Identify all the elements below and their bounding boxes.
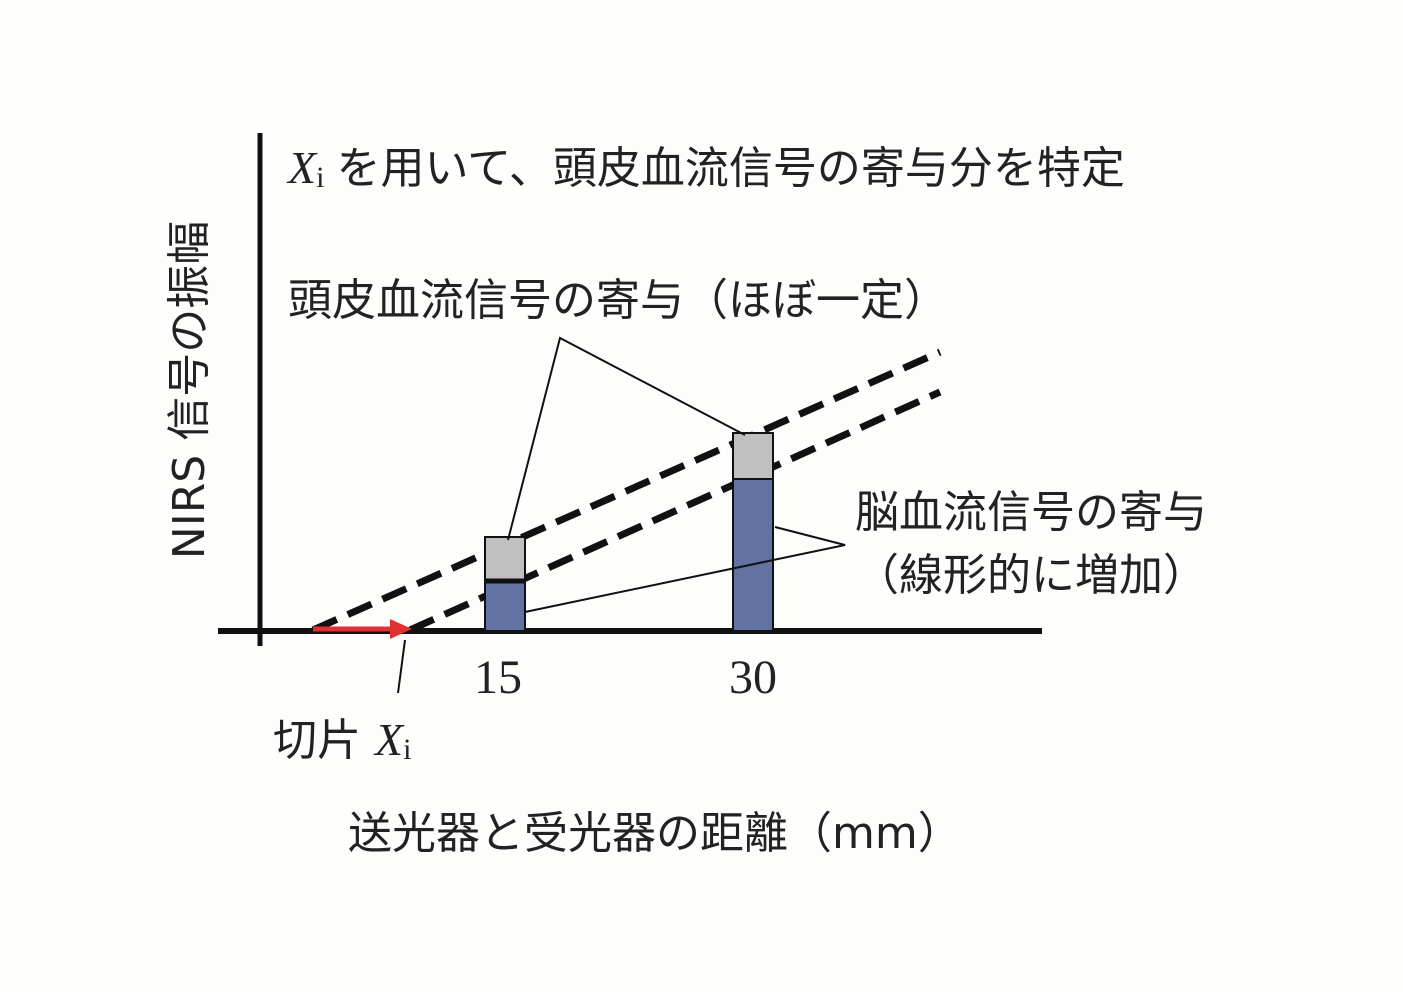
brain-bar <box>484 580 526 632</box>
title-text: を用いて、頭皮血流信号の寄与分を特定 <box>336 143 1124 194</box>
title: Xi を用いて、頭皮血流信号の寄与分を特定 <box>286 142 1125 194</box>
brain-note: （線形的に増加） <box>855 550 1207 601</box>
intercept-text: 切片 <box>273 715 361 766</box>
x-tick-label: 30 <box>729 651 777 704</box>
brain-leader <box>524 526 846 613</box>
brain-note: 脳血流信号の寄与 <box>855 487 1207 538</box>
scalp-note: 頭皮血流信号の寄与（ほぼ一定） <box>288 275 948 326</box>
x-tick-label: 15 <box>474 651 522 704</box>
intercept-var: X <box>373 714 405 765</box>
scalp-leader <box>507 336 746 541</box>
brain-bar <box>732 478 774 632</box>
intercept-note: 切片 Xi <box>273 714 411 766</box>
arrow-head <box>390 619 412 639</box>
scalp-bar <box>732 432 774 480</box>
scalp-bar <box>484 536 526 582</box>
intercept-sub: i <box>403 733 411 766</box>
upper-trend-line <box>311 348 942 634</box>
y-axis-label: NIRS 信号の振幅 <box>164 221 215 559</box>
x-axis-label: 送光器と受光器の距離（mm） <box>348 808 962 859</box>
title-var: X <box>286 142 318 193</box>
title-sub: i <box>316 161 324 194</box>
intercept-leader <box>397 639 406 694</box>
